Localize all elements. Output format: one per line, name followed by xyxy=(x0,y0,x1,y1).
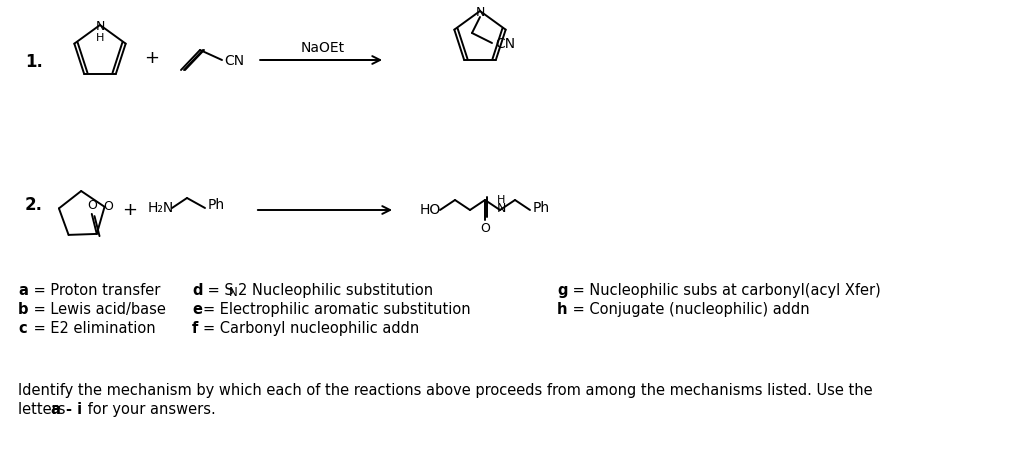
Text: b: b xyxy=(18,302,29,317)
Text: e: e xyxy=(193,302,202,317)
Text: CN: CN xyxy=(224,54,244,68)
Text: +: + xyxy=(144,49,160,67)
Text: = S: = S xyxy=(203,283,233,298)
Text: +: + xyxy=(123,201,137,219)
Text: = E2 elimination: = E2 elimination xyxy=(29,321,156,336)
Text: N: N xyxy=(229,286,238,299)
Text: = Carbonyl nucleophilic addn: = Carbonyl nucleophilic addn xyxy=(203,321,419,336)
Text: N: N xyxy=(95,20,104,32)
Text: f: f xyxy=(193,321,199,336)
Text: O: O xyxy=(87,199,96,212)
Text: NaOEt: NaOEt xyxy=(300,41,344,55)
Text: c: c xyxy=(18,321,27,336)
Text: O: O xyxy=(103,200,114,213)
Text: N: N xyxy=(497,202,506,214)
Text: HO: HO xyxy=(420,203,441,217)
Text: H: H xyxy=(96,33,104,43)
Text: a - i: a - i xyxy=(51,402,82,417)
Text: CN: CN xyxy=(495,37,515,51)
Text: O: O xyxy=(480,221,489,234)
Text: h: h xyxy=(557,302,567,317)
Text: letters: letters xyxy=(18,402,70,417)
Text: Ph: Ph xyxy=(208,198,225,212)
Text: d: d xyxy=(193,283,203,298)
Text: = Conjugate (nucleophilic) addn: = Conjugate (nucleophilic) addn xyxy=(568,302,810,317)
Text: = Lewis acid/base: = Lewis acid/base xyxy=(29,302,166,317)
Text: 2 Nucleophilic substitution: 2 Nucleophilic substitution xyxy=(238,283,433,298)
Text: for your answers.: for your answers. xyxy=(83,402,216,417)
Text: Identify the mechanism by which each of the reactions above proceeds from among : Identify the mechanism by which each of … xyxy=(18,383,872,398)
Text: g: g xyxy=(557,283,567,298)
Text: H: H xyxy=(497,195,505,205)
Text: = Electrophilic aromatic substitution: = Electrophilic aromatic substitution xyxy=(203,302,471,317)
Text: 1.: 1. xyxy=(25,53,43,71)
Text: N: N xyxy=(475,6,484,19)
Text: = Nucleophilic subs at carbonyl(acyl Xfer): = Nucleophilic subs at carbonyl(acyl Xfe… xyxy=(568,283,881,298)
Text: = Proton transfer: = Proton transfer xyxy=(29,283,161,298)
Text: a: a xyxy=(18,283,28,298)
Text: 2.: 2. xyxy=(25,196,43,214)
Text: H₂N: H₂N xyxy=(148,201,174,215)
Text: Ph: Ph xyxy=(534,201,550,215)
